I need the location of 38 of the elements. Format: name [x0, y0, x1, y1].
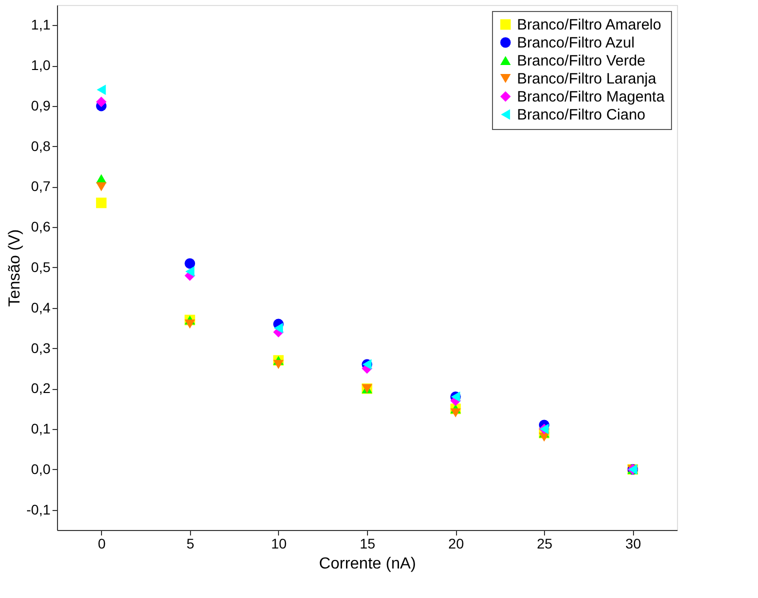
point — [273, 360, 284, 369]
y-tick-label: 0,1 — [31, 420, 51, 437]
y-tick-label: 0,0 — [31, 460, 51, 477]
y-tick-label: 0,3 — [31, 340, 51, 356]
y-tick-label: 0,9 — [31, 97, 51, 114]
x-tick-label: 25 — [536, 536, 553, 552]
point — [450, 408, 461, 418]
x-tick-label: 0 — [98, 536, 106, 552]
point — [96, 198, 107, 208]
y-tick-label: 0,4 — [31, 299, 51, 316]
x-tick-label: 15 — [360, 536, 376, 552]
y-tick-label: 0,5 — [31, 259, 51, 275]
point — [184, 258, 196, 269]
legend-label: Branco/Filtro Magenta — [517, 88, 666, 106]
legend-label: Branco/Filtro Azul — [517, 34, 635, 52]
point — [185, 266, 194, 277]
x-tick-label: 30 — [625, 536, 642, 552]
y-tick-label: 0,8 — [31, 138, 51, 154]
y-tick-label: 0,6 — [31, 218, 51, 235]
x-tick-label: 20 — [448, 536, 464, 552]
x-tick-label: 5 — [186, 536, 194, 552]
point — [96, 96, 107, 108]
legend-label: Branco/Filtro Ciano — [517, 106, 646, 124]
y-tick-label: -0,1 — [26, 501, 51, 518]
y-tick-label: 1,0 — [31, 57, 51, 74]
point — [184, 319, 196, 329]
legend-label: Branco/Filtro Laranja — [517, 70, 657, 88]
point — [96, 182, 107, 192]
point — [96, 84, 106, 96]
x-axis-title: Corrente (nA) — [319, 556, 416, 572]
point — [274, 322, 283, 334]
legend-label: Branco/Filtro Verde — [517, 52, 646, 70]
y-tick-label: 1,1 — [31, 16, 51, 33]
legend-label: Branco/Filtro Amarelo — [517, 16, 662, 34]
y-tick-label: 0,7 — [31, 178, 51, 194]
x-tick-label: 10 — [271, 536, 287, 552]
y-axis-title: Tensão (V) — [6, 229, 24, 307]
y-tick-label: 0,2 — [31, 380, 51, 396]
